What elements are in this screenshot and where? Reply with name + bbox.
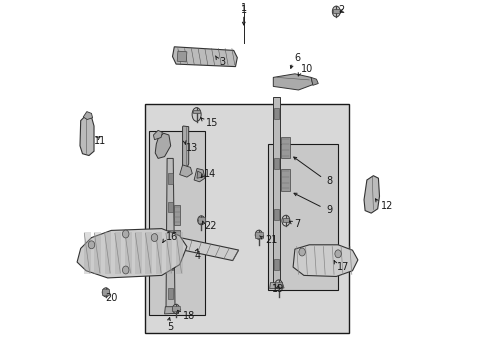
- Ellipse shape: [275, 280, 282, 289]
- Polygon shape: [269, 283, 284, 289]
- Polygon shape: [167, 288, 172, 299]
- Polygon shape: [167, 202, 172, 212]
- Text: 20: 20: [105, 293, 117, 303]
- Polygon shape: [363, 176, 379, 213]
- Text: 16: 16: [166, 231, 178, 242]
- Text: 1: 1: [240, 5, 246, 15]
- Text: 4: 4: [194, 251, 200, 261]
- Polygon shape: [172, 47, 237, 67]
- Text: 17: 17: [337, 262, 349, 272]
- Polygon shape: [197, 217, 204, 223]
- Polygon shape: [292, 245, 357, 276]
- Polygon shape: [197, 171, 203, 178]
- Bar: [145, 104, 348, 333]
- Text: 5: 5: [167, 322, 173, 332]
- Polygon shape: [165, 232, 172, 274]
- Polygon shape: [167, 259, 172, 270]
- Text: 15: 15: [205, 118, 218, 128]
- Ellipse shape: [197, 216, 204, 225]
- Polygon shape: [177, 51, 186, 62]
- Polygon shape: [193, 110, 200, 113]
- Polygon shape: [174, 205, 180, 225]
- Polygon shape: [83, 112, 92, 120]
- Polygon shape: [255, 232, 262, 238]
- Polygon shape: [155, 133, 170, 158]
- Polygon shape: [167, 173, 172, 184]
- Bar: [149, 131, 204, 315]
- Text: 9: 9: [326, 204, 332, 215]
- Polygon shape: [94, 232, 101, 274]
- Text: 8: 8: [326, 176, 332, 186]
- Text: 18: 18: [182, 311, 194, 321]
- Polygon shape: [135, 232, 142, 274]
- Bar: [267, 144, 337, 290]
- Polygon shape: [282, 218, 288, 222]
- Polygon shape: [275, 282, 282, 287]
- Text: 19: 19: [271, 284, 284, 294]
- Ellipse shape: [255, 230, 262, 239]
- Text: 22: 22: [204, 221, 216, 231]
- Polygon shape: [171, 236, 238, 261]
- Text: 21: 21: [265, 235, 277, 245]
- Polygon shape: [153, 130, 162, 140]
- Ellipse shape: [122, 266, 129, 274]
- Ellipse shape: [102, 288, 109, 297]
- Polygon shape: [182, 126, 188, 169]
- Polygon shape: [155, 232, 162, 274]
- Polygon shape: [280, 169, 289, 191]
- Text: 12: 12: [380, 201, 392, 211]
- Text: 2: 2: [338, 5, 344, 15]
- Text: 14: 14: [204, 168, 216, 179]
- Polygon shape: [174, 230, 180, 250]
- Text: 13: 13: [186, 143, 198, 153]
- Polygon shape: [194, 168, 204, 182]
- Polygon shape: [80, 115, 94, 156]
- Polygon shape: [167, 230, 172, 241]
- Polygon shape: [273, 158, 279, 169]
- Polygon shape: [273, 259, 279, 270]
- Text: 11: 11: [94, 136, 106, 146]
- Polygon shape: [84, 232, 91, 274]
- Ellipse shape: [88, 241, 95, 249]
- Ellipse shape: [122, 230, 129, 238]
- Text: 1: 1: [240, 3, 246, 13]
- Polygon shape: [280, 137, 289, 158]
- Ellipse shape: [298, 248, 305, 256]
- Text: 6: 6: [294, 53, 300, 63]
- Polygon shape: [273, 209, 279, 220]
- Ellipse shape: [332, 6, 340, 17]
- Polygon shape: [332, 9, 339, 13]
- Polygon shape: [125, 232, 131, 274]
- Text: 3: 3: [219, 57, 225, 67]
- Ellipse shape: [282, 215, 289, 226]
- Polygon shape: [77, 229, 186, 278]
- Polygon shape: [102, 289, 109, 295]
- Text: 7: 7: [294, 219, 300, 229]
- Polygon shape: [273, 74, 312, 90]
- Text: 10: 10: [301, 64, 313, 74]
- Ellipse shape: [172, 304, 179, 313]
- Polygon shape: [104, 232, 111, 274]
- Ellipse shape: [151, 234, 158, 242]
- Polygon shape: [273, 97, 279, 284]
- Polygon shape: [310, 77, 318, 85]
- Ellipse shape: [192, 108, 201, 121]
- Polygon shape: [172, 306, 179, 311]
- Polygon shape: [176, 232, 182, 274]
- Polygon shape: [164, 307, 178, 314]
- Polygon shape: [115, 232, 121, 274]
- Polygon shape: [273, 108, 279, 119]
- Polygon shape: [145, 232, 152, 274]
- Ellipse shape: [334, 250, 341, 258]
- Polygon shape: [179, 165, 192, 177]
- Polygon shape: [166, 158, 175, 308]
